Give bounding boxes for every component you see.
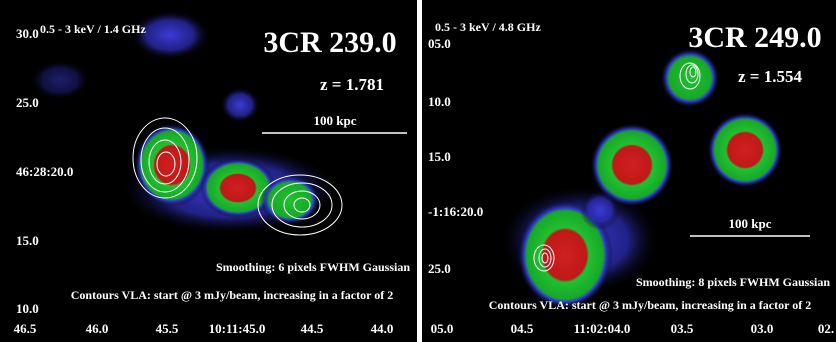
figure: 0.5 - 3 keV / 1.4 GHz 3CR 239.0 z = 1.78…: [0, 0, 836, 342]
smoothing: Smoothing: 6 pixels FWHM Gaussian: [216, 260, 410, 274]
x-label: 04.5: [511, 321, 534, 336]
x-label: 03.0: [751, 321, 774, 336]
x-label: 44.5: [301, 321, 324, 336]
x-label: 03.5: [671, 321, 694, 336]
y-label: 30.0: [16, 26, 39, 41]
y-label: -1:16:20.0: [428, 204, 483, 219]
x-label: 05.0: [431, 321, 454, 336]
y-label: 10.0: [16, 301, 39, 316]
smoothing: Smoothing: 8 pixels FWHM Gaussian: [636, 275, 830, 289]
panel-left: 0.5 - 3 keV / 1.4 GHz 3CR 239.0 z = 1.78…: [0, 0, 417, 342]
y-label: 10.0: [428, 94, 451, 109]
source-name: 3CR 239.0: [263, 26, 396, 59]
x-label: 46.5: [14, 321, 37, 336]
y-label: 15.0: [16, 233, 39, 248]
panel-right: 0.5 - 3 keV / 4.8 GHz 3CR 249.0 z = 1.55…: [422, 0, 836, 342]
scale-label: 100 kpc: [314, 113, 357, 128]
y-label: 25.0: [16, 95, 39, 110]
x-label: 45.5: [156, 321, 179, 336]
y-label: 46:28:20.0: [16, 164, 73, 179]
contours-note: Contours VLA: start @ 3 mJy/beam, increa…: [71, 288, 393, 302]
scale-label: 100 kpc: [729, 216, 772, 231]
x-label: 10:11:45.0: [209, 321, 266, 336]
source-name: 3CR 249.0: [688, 21, 821, 54]
y-label: 25.0: [428, 261, 451, 276]
redshift: z = 1.781: [320, 75, 384, 94]
y-label: 15.0: [428, 149, 451, 164]
x-label: 11:02:04.0: [574, 321, 631, 336]
contours-note: Contours VLA: start @ 3 mJy/beam, increa…: [489, 298, 811, 312]
band: 0.5 - 3 keV / 1.4 GHz: [40, 22, 146, 36]
x-label: 44.0: [371, 321, 394, 336]
y-label: 05.0: [428, 36, 451, 51]
redshift: z = 1.554: [738, 67, 802, 86]
band: 0.5 - 3 keV / 4.8 GHz: [435, 20, 541, 34]
x-label: 46.0: [86, 321, 109, 336]
x-label: 02.: [818, 321, 834, 336]
